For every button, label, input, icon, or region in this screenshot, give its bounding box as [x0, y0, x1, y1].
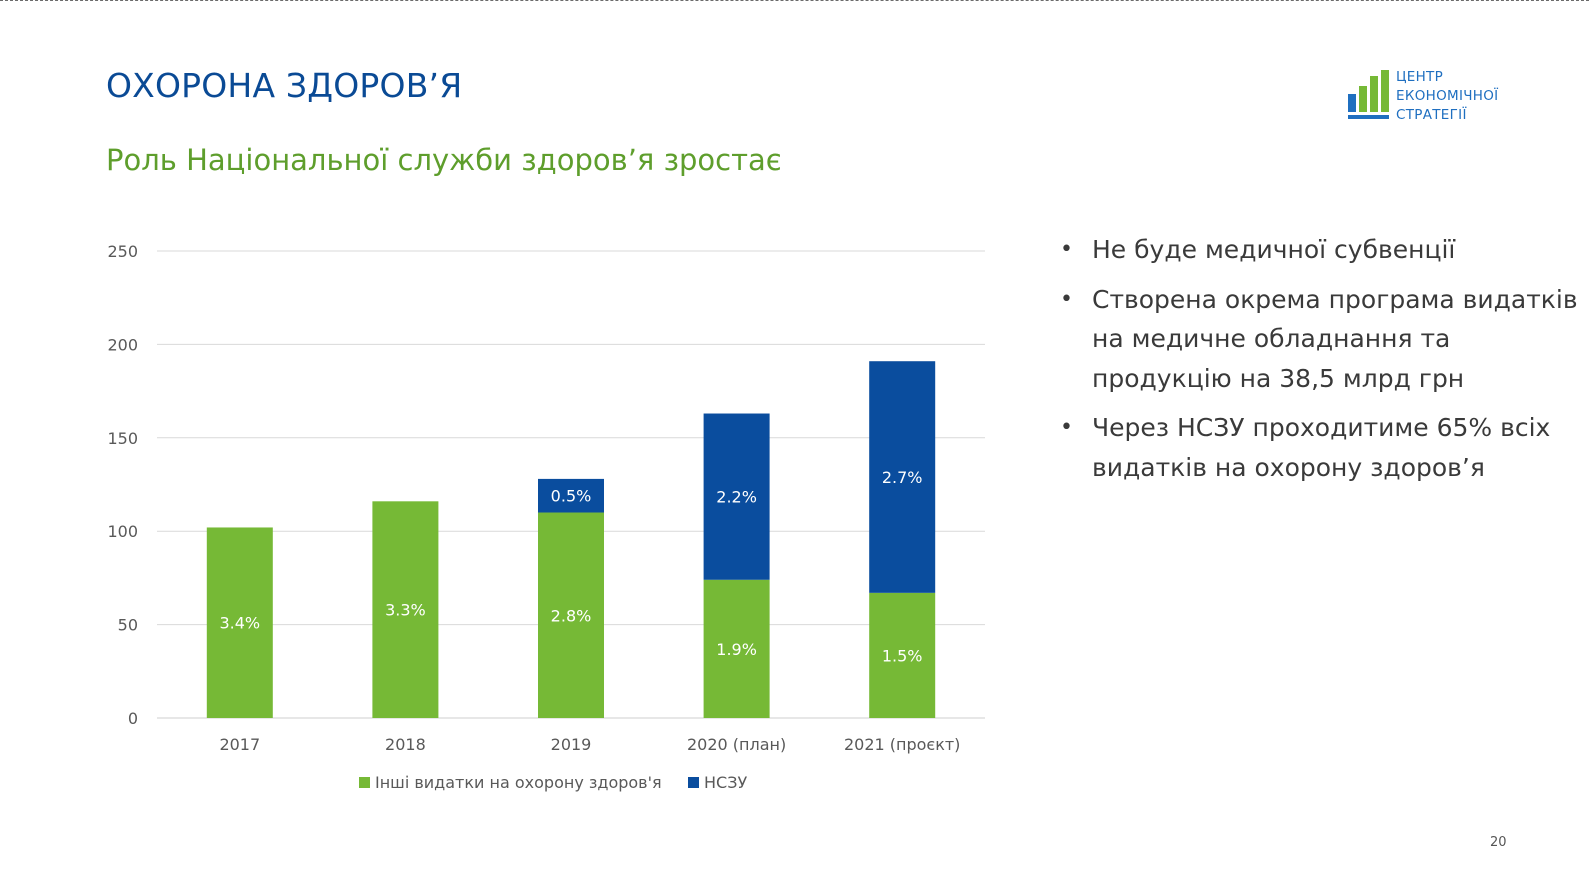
legend-swatch-nszu [688, 777, 699, 788]
logo-line: ЦЕНТР [1396, 69, 1444, 85]
bullet-text: Створена окрема програма видатків на мед… [1092, 284, 1578, 393]
bullet-text: Не буде медичної субвенції [1092, 235, 1456, 264]
page-number: 20 [1490, 835, 1507, 850]
logo-line: СТРАТЕГІЇ [1396, 107, 1467, 123]
bar-data-label: 2.7% [882, 468, 923, 487]
bar-data-label: 1.9% [716, 640, 757, 659]
y-tick-label: 50 [118, 616, 138, 635]
logo-text: ЦЕНТР ЕКОНОМІЧНОЇ СТРАТЕГІЇ [1396, 68, 1498, 125]
bar-other-expenses [206, 527, 273, 718]
legend-swatch-other [359, 777, 370, 788]
bar-chart-logo-icon [1348, 70, 1389, 119]
bar-other-expenses [538, 512, 604, 718]
bullet-item: • Створена окрема програма видатків на ме… [1058, 280, 1578, 399]
y-tick-label: 150 [107, 429, 138, 448]
bar-other-expenses [372, 501, 439, 718]
bullet-list: • Не буде медичної субвенції • Створена ок… [1058, 230, 1578, 497]
x-tick-label: 2021 (проєкт) [844, 735, 960, 754]
bullet-dot-icon: • [1060, 237, 1073, 262]
y-tick-label: 100 [107, 522, 138, 541]
bar-data-label: 1.5% [882, 646, 923, 665]
bar-other-expenses [869, 592, 936, 718]
bar-nszu [538, 478, 604, 513]
bullet-dot-icon: • [1060, 415, 1073, 440]
y-tick-label: 0 [128, 709, 138, 728]
x-tick-label: 2019 [551, 735, 592, 754]
stacked-bar-chart: 0 50 100 150 200 250 3.4% 2017 3.3% 2018 2.8% 0.5% 2… [107, 242, 985, 792]
legend-label: Інші видатки на охорону здоров'я [375, 773, 662, 792]
x-tick-label: 2018 [385, 735, 426, 754]
bar-other-expenses [703, 579, 770, 718]
bullet-text: Через НСЗУ проходитиме 65% всіх видатків… [1092, 413, 1551, 482]
y-tick-label: 200 [107, 335, 138, 354]
y-tick-label: 250 [107, 242, 138, 261]
bar-data-label: 2.2% [716, 488, 757, 507]
bar-data-label: 3.4% [219, 614, 260, 633]
bar-nszu [703, 413, 770, 580]
slide-title: ОХОРОНА ЗДОРОВ’Я [106, 66, 463, 105]
bar-nszu [869, 361, 936, 593]
top-border-line [0, 0, 1589, 2]
x-tick-label: 2017 [219, 735, 260, 754]
bullet-item: • Не буде медичної субвенції [1058, 230, 1578, 270]
logo-line: ЕКОНОМІЧНОЇ [1396, 88, 1499, 104]
bullet-dot-icon: • [1060, 286, 1073, 312]
bar-data-label: 3.3% [385, 601, 426, 620]
legend-label: НСЗУ [704, 773, 747, 792]
slide-subtitle: Роль Національної служби здоров’я зроста… [106, 143, 782, 177]
bullet-item: • Через НСЗУ проходитиме 65% всіх видаткі… [1058, 408, 1578, 487]
logo: ЦЕНТР ЕКОНОМІЧНОЇ СТРАТЕГІЇ [1346, 68, 1526, 126]
bar-data-label: 0.5% [551, 487, 592, 506]
bar-data-label: 2.8% [551, 606, 592, 625]
x-tick-label: 2020 (план) [687, 735, 786, 754]
